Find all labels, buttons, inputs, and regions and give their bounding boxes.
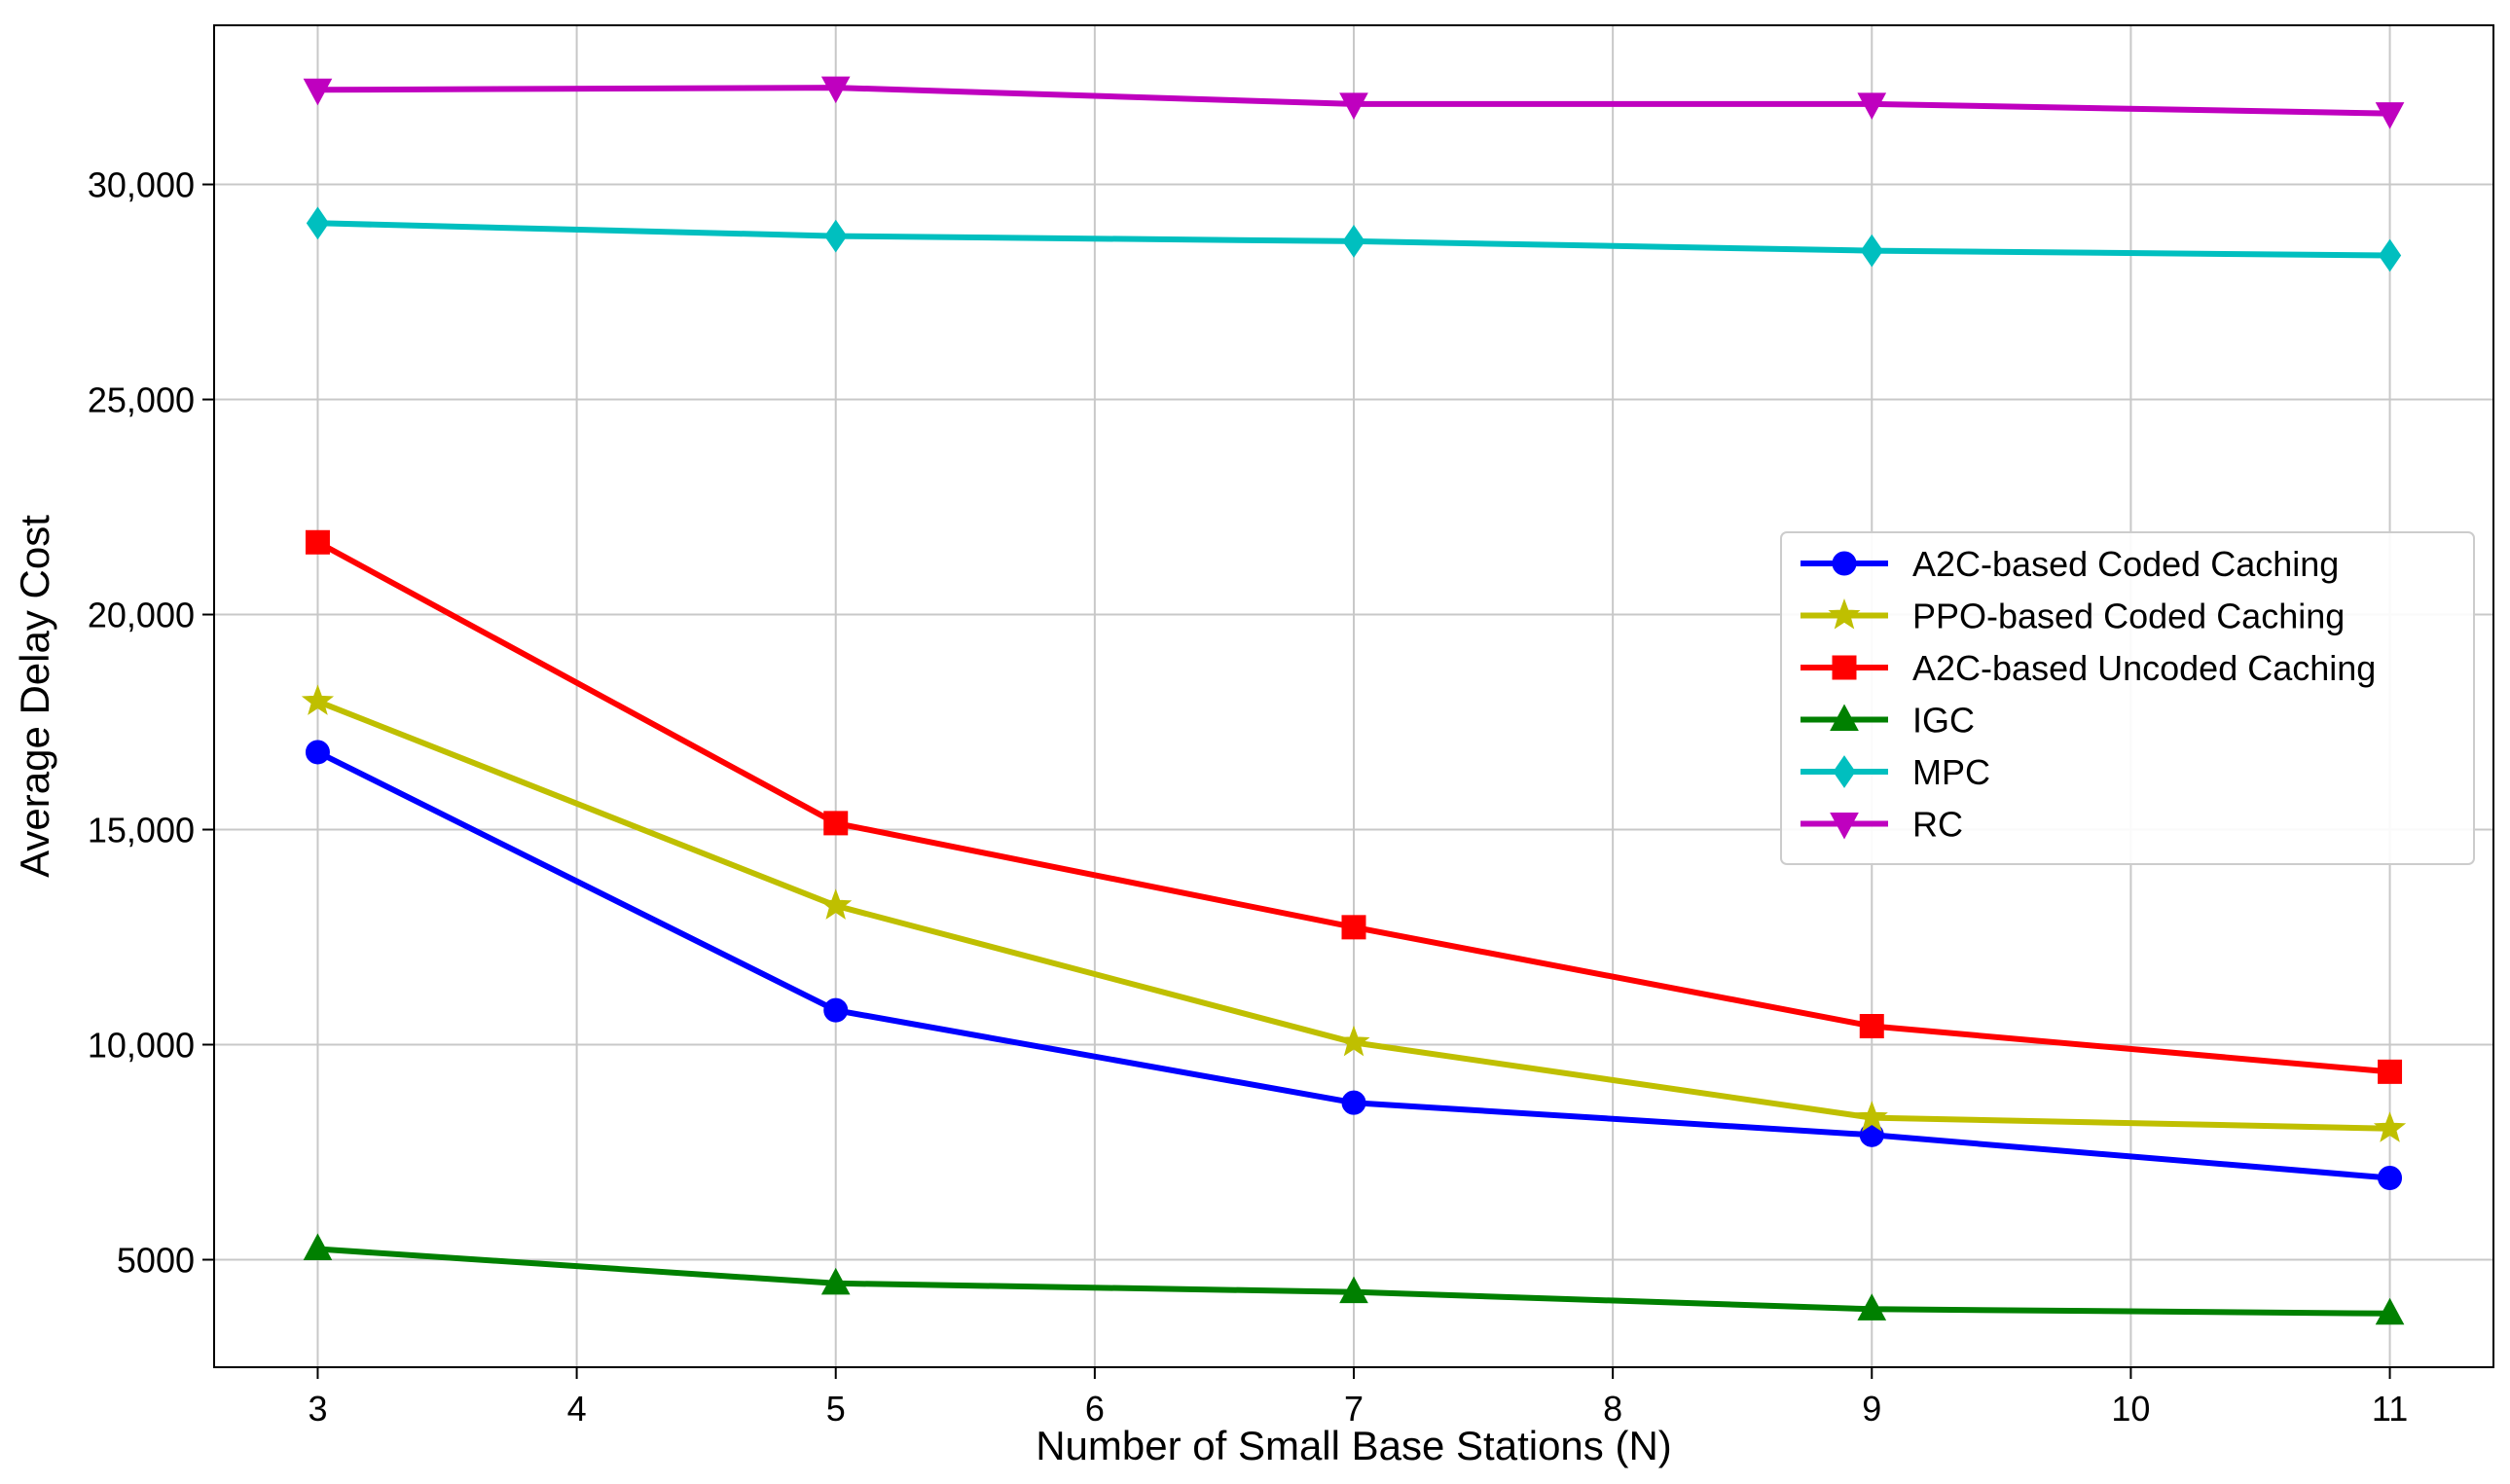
x-tick-label: 8 <box>1603 1389 1622 1429</box>
legend-label: RC <box>1912 805 1963 845</box>
data-point <box>823 811 849 836</box>
data-point <box>1342 224 1365 258</box>
x-tick-label: 11 <box>2372 1389 2408 1429</box>
x-tick-label: 6 <box>1085 1389 1105 1429</box>
data-point <box>1337 1025 1370 1057</box>
axis-ticks: 3 4 5 6 7 8 9 10 11 5000 10,000 15,000 20,000 25,000 3… <box>88 165 2408 1429</box>
data-point <box>303 1233 333 1260</box>
data-point <box>823 997 849 1023</box>
legend: A2C-based Coded Caching PPO-based Coded C… <box>1780 531 2475 865</box>
data-point <box>2378 1059 2403 1084</box>
y-tick-label: 10,000 <box>88 1026 195 1066</box>
y-tick-label: 5000 <box>117 1241 195 1281</box>
legend-label: A2C-based Coded Caching <box>1912 544 2339 584</box>
series-ppo-based-coded-caching <box>301 684 2407 1142</box>
data-point <box>1341 1090 1366 1115</box>
data-point <box>2375 1297 2405 1325</box>
y-tick-label: 15,000 <box>88 811 195 851</box>
data-point <box>1339 92 1368 120</box>
x-tick-label: 3 <box>308 1389 327 1429</box>
y-tick-label: 30,000 <box>88 165 195 205</box>
data-point <box>824 219 848 253</box>
legend-item: A2C-based Coded Caching <box>1801 544 2339 584</box>
series-a2c-based-coded-caching <box>305 740 2403 1191</box>
data-point <box>305 740 330 765</box>
series-igc <box>303 1233 2405 1325</box>
data-point <box>819 888 853 920</box>
legend-item: A2C-based Uncoded Caching <box>1801 648 2376 688</box>
legend-item: RC <box>1801 805 1963 845</box>
series-mpc <box>306 206 2402 272</box>
data-point <box>2373 1111 2407 1142</box>
legend-box <box>1780 531 2475 865</box>
legend-label: IGC <box>1912 701 1975 741</box>
data-point <box>2378 1166 2403 1191</box>
y-axis-label: Average Delay Cost <box>12 515 57 878</box>
data-point <box>1855 1101 1888 1132</box>
data-point <box>1857 92 1887 120</box>
y-tick-label: 25,000 <box>88 380 195 420</box>
legend-marker <box>1833 755 1856 788</box>
data-point <box>2378 238 2402 272</box>
x-tick-label: 10 <box>2111 1389 2150 1429</box>
legend-label: A2C-based Uncoded Caching <box>1912 648 2376 688</box>
legend-marker <box>1828 598 1861 630</box>
legend-marker <box>1832 655 1857 680</box>
x-tick-label: 5 <box>826 1389 846 1429</box>
data-point <box>820 1267 851 1295</box>
legend-item: PPO-based Coded Caching <box>1801 597 2345 636</box>
data-point <box>1857 1293 1887 1321</box>
series-rc <box>303 76 2405 129</box>
series-group <box>301 76 2407 1325</box>
data-point <box>1341 915 1366 940</box>
x-axis-label: Number of Small Base Stations (N) <box>1036 1423 1672 1468</box>
data-point <box>305 529 330 555</box>
data-point <box>1860 234 1883 268</box>
legend-label: PPO-based Coded Caching <box>1912 597 2345 636</box>
x-tick-label: 9 <box>1862 1389 1881 1429</box>
data-point <box>820 76 851 104</box>
data-point <box>1859 1014 1884 1039</box>
data-point <box>306 206 330 240</box>
data-point <box>301 684 335 715</box>
y-tick-label: 20,000 <box>88 596 195 635</box>
legend-item: MPC <box>1801 752 1990 792</box>
legend-item: IGC <box>1801 701 1975 741</box>
data-point <box>2375 102 2405 129</box>
x-tick-label: 4 <box>567 1389 587 1429</box>
legend-label: MPC <box>1912 752 1990 792</box>
x-tick-label: 7 <box>1344 1389 1364 1429</box>
data-point <box>303 78 333 106</box>
series-a2c-based-uncoded-caching <box>305 529 2403 1084</box>
data-point <box>1339 1276 1368 1304</box>
legend-marker <box>1830 813 1859 840</box>
legend-marker <box>1830 704 1859 731</box>
legend-marker <box>1832 551 1857 576</box>
